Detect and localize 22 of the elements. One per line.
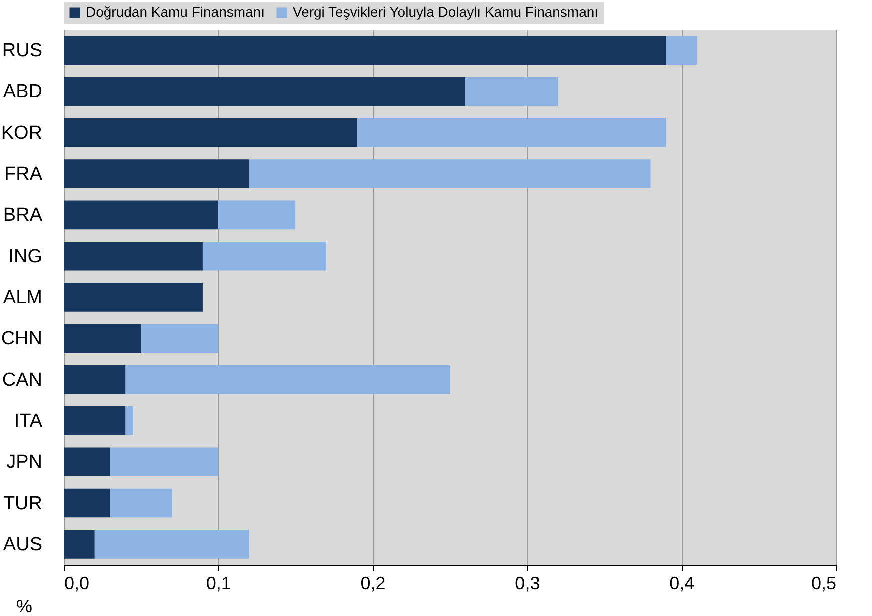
y-tick-label: CAN (2, 370, 42, 391)
y-tick-label: RUS (2, 40, 42, 62)
y-tick-label: ING (8, 246, 42, 268)
x-tick-label: 0,0 (64, 574, 90, 594)
y-tick-label: ALM (3, 288, 42, 308)
x-tick-label: 0,3 (515, 574, 540, 594)
y-tick-label: AUS (3, 534, 42, 556)
y-tick-label: JPN (6, 452, 42, 474)
x-tick-label: 0,2 (360, 574, 386, 594)
x-tick-label: 0,5 (811, 574, 836, 594)
y-tick-label: BRA (3, 205, 43, 226)
y-tick-label: KOR (1, 122, 42, 144)
y-tick-label: FRA (4, 164, 43, 186)
y-tick-label: CHN (1, 328, 42, 350)
legend-label: Doğrudan Kamu Finansmanı (86, 4, 265, 20)
y-tick-label: TUR (3, 493, 42, 514)
y-tick-label: ABD (3, 82, 42, 103)
y-tick-label: ITA (14, 410, 43, 432)
x-tick-label: 0,1 (206, 574, 232, 594)
legend-label: Vergi Teşvikleri Yoluyla Dolaylı Kamu Finansmanı (293, 4, 599, 20)
x-tick-label: 0,4 (670, 574, 695, 594)
x-axis-title: % (16, 596, 33, 616)
